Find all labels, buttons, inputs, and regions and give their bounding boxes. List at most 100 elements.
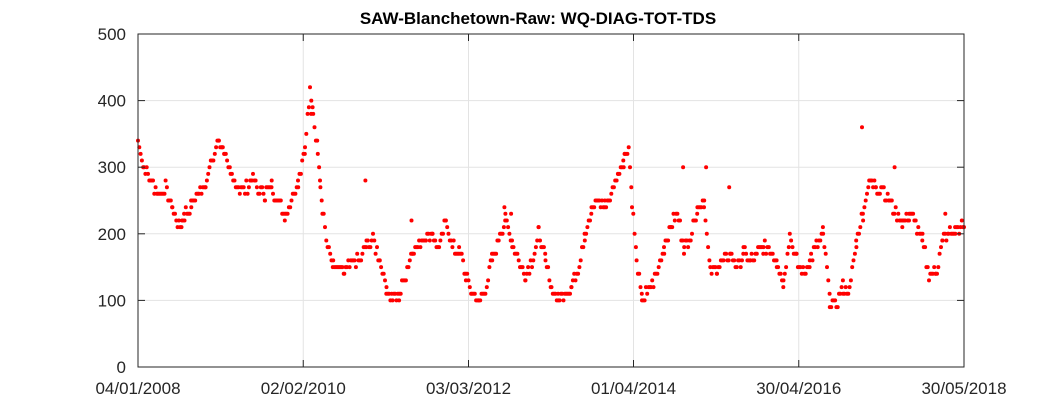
data-point: [818, 238, 823, 243]
data-point: [889, 198, 894, 203]
data-point: [484, 285, 489, 290]
data-point: [632, 231, 637, 236]
data-point: [173, 211, 177, 216]
data-point: [502, 205, 507, 210]
data-point: [443, 218, 448, 223]
data-point: [670, 225, 675, 230]
data-point: [854, 238, 859, 243]
data-point: [237, 191, 242, 196]
data-point: [298, 171, 303, 176]
data-point: [315, 151, 320, 156]
data-point: [164, 185, 169, 190]
data-point: [706, 245, 711, 250]
data-point: [920, 231, 925, 236]
data-point: [715, 271, 719, 276]
data-point: [761, 245, 766, 250]
data-point: [521, 271, 526, 276]
data-point: [541, 245, 546, 250]
data-point: [451, 238, 456, 243]
data-point: [885, 191, 890, 196]
data-point: [296, 178, 300, 183]
data-point: [569, 285, 574, 290]
data-point: [740, 258, 744, 263]
y-tick-label: 400: [98, 92, 126, 111]
data-point: [503, 211, 508, 216]
data-point: [375, 245, 379, 250]
data-point: [533, 245, 538, 250]
data-point: [614, 178, 619, 183]
data-point: [893, 205, 898, 210]
data-point: [340, 265, 345, 270]
data-point: [621, 158, 626, 163]
data-point: [803, 271, 808, 276]
data-point: [727, 185, 732, 190]
data-point: [576, 271, 581, 276]
data-point: [815, 245, 820, 250]
data-point: [651, 285, 656, 290]
data-point: [801, 265, 806, 270]
data-point: [397, 298, 402, 303]
data-point: [713, 265, 718, 270]
data-point: [199, 191, 204, 196]
data-point: [820, 225, 825, 230]
data-point: [501, 225, 506, 230]
data-point: [846, 291, 851, 296]
data-point: [319, 198, 324, 203]
data-point: [744, 251, 749, 256]
data-point: [321, 211, 326, 216]
data-point: [639, 291, 644, 296]
data-point: [138, 151, 143, 156]
data-point: [675, 211, 680, 216]
data-point: [721, 258, 726, 263]
data-point: [907, 218, 911, 223]
data-point: [547, 278, 552, 283]
data-point: [300, 158, 305, 163]
data-point: [629, 185, 634, 190]
data-point: [904, 211, 909, 216]
data-point: [183, 205, 188, 210]
data-point: [406, 265, 411, 270]
data-point: [923, 245, 928, 250]
data-point: [703, 218, 708, 223]
data-point: [144, 165, 149, 170]
data-point: [450, 245, 455, 250]
data-point: [510, 238, 514, 243]
y-tick-label: 0: [117, 358, 126, 377]
data-point: [490, 258, 495, 263]
data-point: [943, 211, 948, 216]
data-point: [734, 265, 739, 270]
data-point: [688, 238, 693, 243]
data-point: [858, 225, 863, 230]
data-point: [825, 265, 829, 270]
data-point: [214, 145, 219, 150]
data-point: [211, 158, 216, 163]
data-point: [531, 258, 536, 263]
data-point: [139, 158, 144, 163]
data-point: [261, 191, 266, 196]
data-point: [585, 225, 590, 230]
data-point: [738, 265, 743, 270]
data-point: [411, 251, 416, 256]
data-point: [523, 278, 528, 283]
data-point: [303, 145, 307, 150]
data-point: [168, 198, 173, 203]
data-point: [398, 291, 403, 296]
data-point: [762, 238, 767, 243]
chart-title: SAW-Blanchetown-Raw: WQ-DIAG-TOT-TDS: [360, 9, 716, 28]
data-point: [686, 245, 691, 250]
data-point: [271, 191, 275, 196]
data-point: [609, 191, 614, 196]
data-point: [516, 258, 521, 263]
x-tick-label: 30/05/2018: [921, 379, 1006, 398]
data-point: [229, 171, 234, 176]
x-tick-label: 01/04/2014: [591, 379, 676, 398]
data-point: [347, 265, 352, 270]
data-point: [781, 278, 786, 283]
axis-ticks: [137, 33, 965, 368]
y-tick-label: 500: [98, 25, 126, 44]
data-point: [305, 111, 310, 116]
data-point: [584, 231, 589, 236]
data-point: [578, 258, 583, 263]
data-point: [309, 111, 314, 116]
data-point: [787, 231, 792, 236]
